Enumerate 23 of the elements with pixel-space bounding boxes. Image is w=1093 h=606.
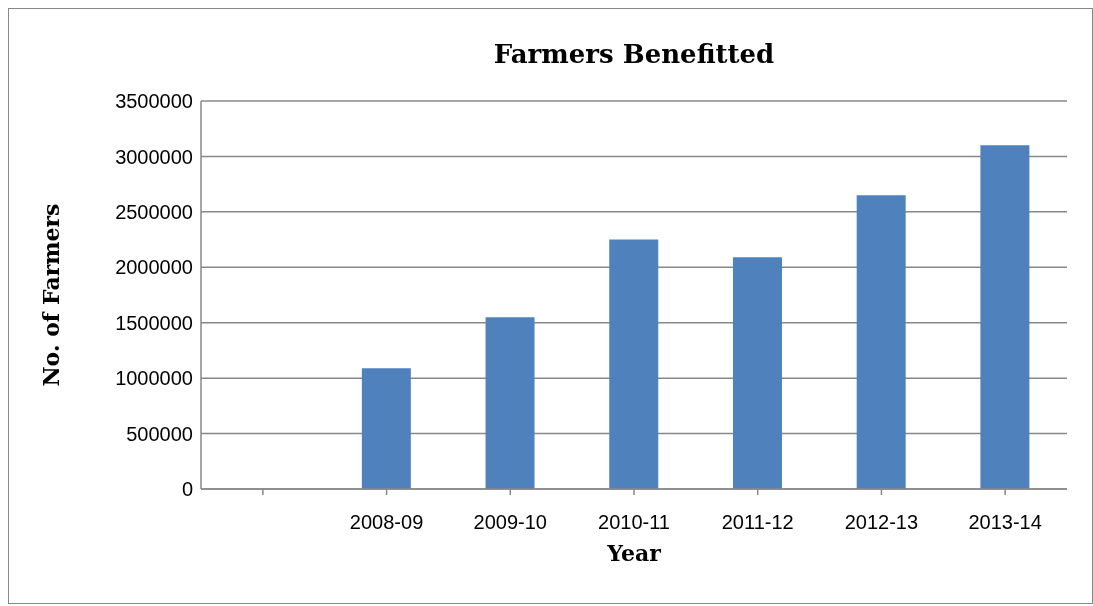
bar <box>980 145 1030 489</box>
bar <box>732 257 782 489</box>
y-tick-label: 2000000 <box>115 256 193 279</box>
bar <box>361 368 411 489</box>
x-tick-label: 2009-10 <box>473 511 547 534</box>
y-tick-label: 1000000 <box>115 367 193 390</box>
y-tick-label: 0 <box>181 478 193 501</box>
y-tick-label: 2500000 <box>115 200 193 223</box>
x-axis-title: Year <box>606 540 662 566</box>
y-tick-label: 3000000 <box>115 145 193 168</box>
x-tick-label: 2008-09 <box>349 511 424 534</box>
x-tick-label: 2010-11 <box>598 511 670 534</box>
x-tick-label: 2011-12 <box>721 511 794 534</box>
bar <box>485 317 535 489</box>
y-axis-title: No. of Farmers <box>37 203 64 387</box>
x-tick-label: 2012-13 <box>844 511 919 534</box>
y-tick-label: 3500000 <box>115 90 193 113</box>
y-tick-label: 1500000 <box>115 311 193 334</box>
chart-title: Farmers Benefitted <box>492 39 776 69</box>
bar <box>609 239 659 489</box>
y-tick-label: 500000 <box>126 422 193 445</box>
x-tick-label: 2013-14 <box>968 511 1042 534</box>
bar <box>856 195 906 489</box>
